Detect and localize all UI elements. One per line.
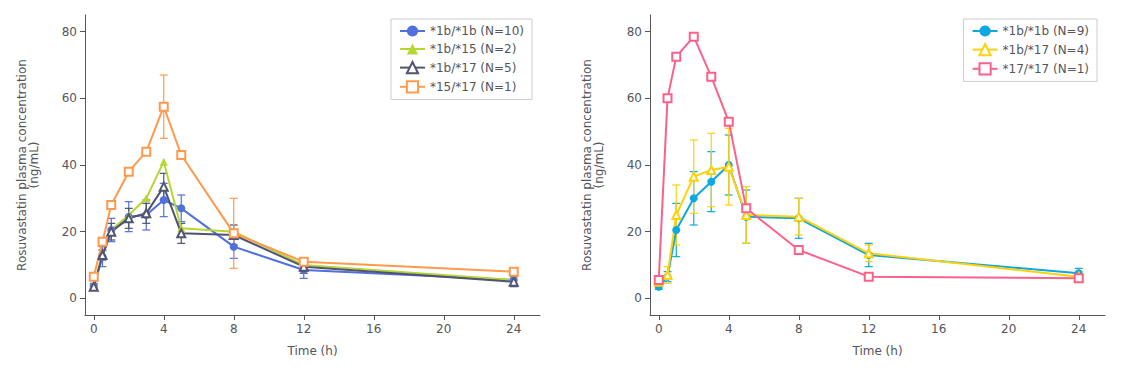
svg-text:16: 16 xyxy=(931,322,946,336)
svg-text:*1b/*15 (N=2): *1b/*15 (N=2) xyxy=(430,42,516,56)
svg-text:Rosuvastatin plasma concentrat: Rosuvastatin plasma concentration xyxy=(580,59,594,271)
svg-text:24: 24 xyxy=(1071,322,1086,336)
svg-text:0: 0 xyxy=(634,291,642,305)
svg-text:*15/*17 (N=1): *15/*17 (N=1) xyxy=(430,80,516,94)
svg-text:0: 0 xyxy=(69,291,77,305)
svg-text:80: 80 xyxy=(627,25,642,39)
svg-text:40: 40 xyxy=(62,158,77,172)
svg-text:4: 4 xyxy=(725,322,733,336)
svg-text:*1b/*1b (N=9): *1b/*1b (N=9) xyxy=(1003,24,1089,38)
svg-text:8: 8 xyxy=(230,322,238,336)
svg-text:12: 12 xyxy=(861,322,876,336)
svg-text:8: 8 xyxy=(795,322,803,336)
svg-text:20: 20 xyxy=(1001,322,1016,336)
svg-text:0: 0 xyxy=(90,322,98,336)
svg-text:Time (h): Time (h) xyxy=(851,344,902,358)
svg-text:60: 60 xyxy=(627,91,642,105)
svg-text:40: 40 xyxy=(627,158,642,172)
svg-text:0: 0 xyxy=(655,322,663,336)
svg-text:Time (h): Time (h) xyxy=(286,344,337,358)
svg-text:*1b/*17 (N=5): *1b/*17 (N=5) xyxy=(430,61,516,75)
svg-text:4: 4 xyxy=(160,322,168,336)
svg-text:16: 16 xyxy=(366,322,381,336)
svg-text:20: 20 xyxy=(62,225,77,239)
svg-text:*1b/*17 (N=4): *1b/*17 (N=4) xyxy=(1003,43,1089,57)
svg-text:60: 60 xyxy=(62,91,77,105)
svg-text:12: 12 xyxy=(296,322,311,336)
svg-text:Rosuvastatin plasma concentrat: Rosuvastatin plasma concentration xyxy=(15,59,29,271)
svg-text:*17/*17 (N=1): *17/*17 (N=1) xyxy=(1003,62,1089,76)
svg-text:(ng/mL): (ng/mL) xyxy=(592,141,606,188)
svg-text:*1b/*1b (N=10): *1b/*1b (N=10) xyxy=(430,24,524,38)
svg-text:20: 20 xyxy=(627,225,642,239)
svg-text:80: 80 xyxy=(62,25,77,39)
svg-text:24: 24 xyxy=(506,322,521,336)
svg-text:(ng/mL): (ng/mL) xyxy=(27,141,41,188)
svg-text:20: 20 xyxy=(436,322,451,336)
